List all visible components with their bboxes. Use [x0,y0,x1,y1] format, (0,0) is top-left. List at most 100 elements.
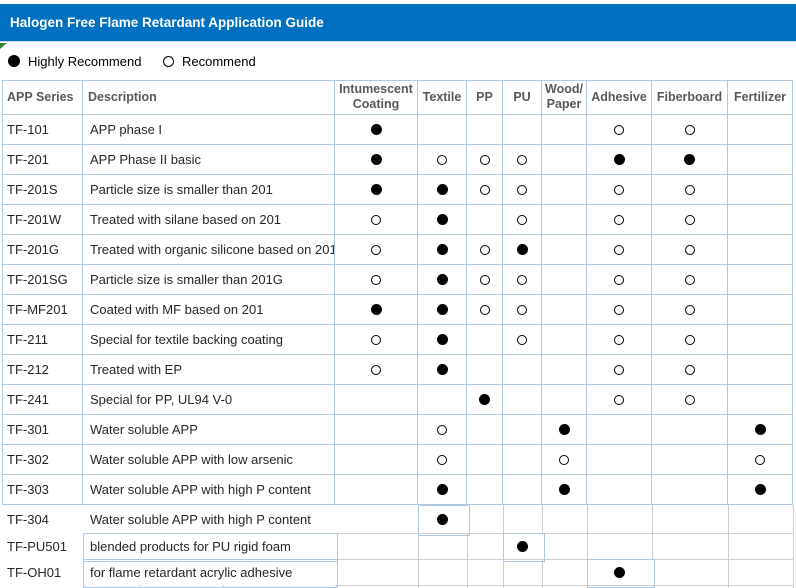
cell-mark-fiberboard[interactable] [652,415,728,445]
cell-mark-pu[interactable] [503,175,542,205]
cell-mark-fertilizer[interactable] [728,385,793,415]
cell-mark-pp[interactable] [467,235,503,265]
column-header-description[interactable]: Description [83,80,335,115]
cell-series[interactable]: TF-201 [2,145,83,175]
cell-mark-pu[interactable] [503,475,542,505]
cell-mark-wood_paper[interactable] [542,385,587,415]
cell-mark-adhesive[interactable] [587,445,652,475]
cell-mark-pp[interactable] [467,115,503,145]
cell-mark-textile[interactable] [418,145,467,175]
cell-mark-adhesive[interactable] [587,325,652,355]
cell-mark-fiberboard[interactable] [652,505,728,533]
cell-mark-fertilizer[interactable] [728,415,793,445]
cell-series[interactable]: TF-OH01 [7,564,62,580]
cell-mark-pu[interactable] [503,205,542,235]
cell-series[interactable]: TF-201SG [2,265,83,295]
cell-mark-pu[interactable] [503,145,542,175]
cell-mark-adhesive[interactable] [587,533,652,559]
cell-mark-textile[interactable] [418,445,467,475]
cell-mark-textile[interactable] [418,295,467,325]
cell-mark-pu[interactable] [503,559,542,585]
cell-mark-adhesive[interactable] [587,505,652,533]
cell-mark-pp[interactable] [467,265,503,295]
cell-description[interactable]: Treated with silane based on 201 [83,205,335,235]
cell-series[interactable]: TF-MF201 [2,295,83,325]
column-header-fertilizer[interactable]: Fertilizer [728,80,793,115]
cell-series[interactable]: TF-303 [2,475,83,505]
cell-mark-fertilizer[interactable] [728,295,793,325]
cell-description[interactable]: Treated with organic silicone based on 2… [83,235,335,265]
cell-mark-pp[interactable] [467,505,503,533]
column-header-textile[interactable]: Textile [418,80,467,115]
cell-mark-adhesive[interactable] [587,475,652,505]
cell-mark-intumescent_coating[interactable] [335,265,418,295]
column-header-pp[interactable]: PP [467,80,503,115]
cell-mark-pp[interactable] [467,145,503,175]
cell-mark-intumescent_coating[interactable] [335,475,418,505]
cell-mark-wood_paper[interactable] [542,235,587,265]
cell-mark-intumescent_coating[interactable] [335,415,418,445]
cell-mark-adhesive[interactable] [587,559,652,585]
column-header-intumescent_coating[interactable]: Intumescent Coating [335,80,418,115]
cell-description[interactable]: for flame retardant acrylic adhesive [90,564,293,580]
cell-mark-intumescent_coating[interactable] [335,445,418,475]
cell-mark-textile[interactable] [418,533,467,559]
cell-mark-wood_paper[interactable] [542,325,587,355]
cell-series[interactable]: TF-211 [2,325,83,355]
cell-mark-fiberboard[interactable] [652,145,728,175]
cell-mark-adhesive[interactable] [587,145,652,175]
cell-mark-wood_paper[interactable] [542,559,587,585]
cell-mark-fiberboard[interactable] [652,385,728,415]
cell-mark-pp[interactable] [467,175,503,205]
cell-mark-pu[interactable] [503,325,542,355]
cell-mark-adhesive[interactable] [587,115,652,145]
cell-mark-fiberboard[interactable] [652,445,728,475]
cell-mark-fertilizer[interactable] [728,355,793,385]
cell-mark-fiberboard[interactable] [652,355,728,385]
cell-mark-wood_paper[interactable] [542,175,587,205]
cell-mark-fertilizer[interactable] [728,475,793,505]
cell-description[interactable]: Water soluble APP with high P content [83,475,335,505]
cell-mark-intumescent_coating[interactable] [335,235,418,265]
cell-mark-fiberboard[interactable] [652,175,728,205]
cell-mark-textile[interactable] [418,325,467,355]
cell-mark-wood_paper[interactable] [542,265,587,295]
cell-description[interactable]: Water soluble APP with high P content [90,511,311,527]
cell-mark-fertilizer[interactable] [728,115,793,145]
cell-mark-fertilizer[interactable] [728,533,793,559]
cell-mark-wood_paper[interactable] [542,505,587,533]
cell-mark-fiberboard[interactable] [652,559,728,585]
cell-mark-fiberboard[interactable] [652,115,728,145]
cell-mark-fertilizer[interactable] [728,265,793,295]
cell-mark-adhesive[interactable] [587,205,652,235]
cell-series[interactable]: TF-301 [2,415,83,445]
cell-description[interactable]: APP Phase II basic [83,145,335,175]
cell-mark-fiberboard[interactable] [652,265,728,295]
cell-mark-fertilizer[interactable] [728,445,793,475]
cell-mark-textile[interactable] [418,115,467,145]
cell-series[interactable]: TF-304 [7,511,49,527]
cell-mark-textile[interactable] [418,205,467,235]
cell-mark-intumescent_coating[interactable] [335,533,418,559]
cell-mark-fertilizer[interactable] [728,505,793,533]
cell-mark-pu[interactable] [503,115,542,145]
cell-mark-adhesive[interactable] [587,295,652,325]
cell-mark-fertilizer[interactable] [728,175,793,205]
cell-mark-fiberboard[interactable] [652,235,728,265]
cell-mark-fiberboard[interactable] [652,295,728,325]
cell-mark-intumescent_coating[interactable] [335,355,418,385]
cell-mark-pu[interactable] [503,295,542,325]
cell-mark-textile[interactable] [418,355,467,385]
cell-mark-textile[interactable] [418,385,467,415]
cell-description[interactable]: blended products for PU rigid foam [90,538,291,554]
cell-mark-intumescent_coating[interactable] [335,175,418,205]
cell-mark-adhesive[interactable] [587,235,652,265]
cell-mark-pu[interactable] [503,415,542,445]
cell-mark-wood_paper[interactable] [542,355,587,385]
cell-mark-pp[interactable] [467,559,503,585]
column-header-series[interactable]: APP Series [2,80,83,115]
cell-mark-textile[interactable] [418,475,467,505]
cell-mark-pp[interactable] [467,295,503,325]
cell-mark-adhesive[interactable] [587,265,652,295]
column-header-wood_paper[interactable]: Wood/ Paper [542,80,587,115]
